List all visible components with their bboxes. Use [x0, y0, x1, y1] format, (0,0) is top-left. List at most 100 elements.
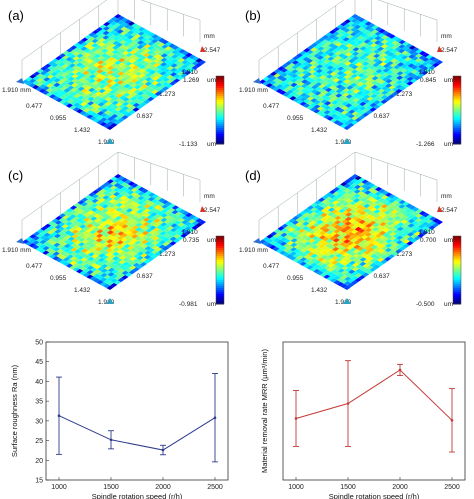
- surface-cell: [340, 119, 348, 124]
- surface-cell: [340, 21, 348, 27]
- surface-cell: [76, 264, 84, 269]
- front-axis-tick-label: 1.910: [335, 139, 352, 146]
- surface-cell: [376, 262, 384, 267]
- surface-cell: [352, 211, 360, 216]
- surface-cell: [306, 100, 314, 106]
- surface-cell: [165, 41, 173, 47]
- surface-cell: [36, 228, 44, 234]
- surface-cell: [140, 202, 148, 207]
- surface-cell: [320, 48, 328, 53]
- surface-cell: [336, 24, 344, 29]
- surface-cell: [331, 44, 339, 50]
- surface-cell: [92, 29, 100, 35]
- surface-cell: [339, 81, 347, 87]
- surface-cell: [411, 60, 419, 66]
- colorbar-band: [453, 98, 461, 101]
- surface-cell: [294, 80, 302, 85]
- surface-cell: [290, 78, 298, 83]
- surface-cell: [151, 245, 159, 250]
- surface-cell: [106, 192, 114, 198]
- surface-cell: [174, 220, 182, 226]
- surface-cell: [88, 36, 96, 42]
- surface-cell: [312, 62, 320, 67]
- surface-cell: [320, 217, 328, 222]
- surface-cell: [154, 247, 162, 252]
- surface-cell: [364, 76, 372, 82]
- surface-cell: [347, 181, 355, 186]
- surface-cell: [346, 249, 354, 255]
- surface-cell: [338, 213, 346, 218]
- surface-cell: [363, 94, 371, 100]
- surface-cell: [89, 276, 97, 281]
- surface-cell: [171, 214, 179, 219]
- surface-cell: [373, 53, 381, 59]
- surface-cell: [154, 87, 162, 92]
- colorbar-band: [453, 280, 461, 283]
- surface-cell: [406, 81, 414, 86]
- surface-cell: [130, 192, 138, 197]
- surface-cell: [422, 217, 430, 222]
- surface-cell: [49, 89, 57, 95]
- colorbar-band: [216, 292, 224, 295]
- surface-cell: [80, 210, 88, 216]
- surface-cell: [366, 214, 374, 219]
- surface-cell: [93, 113, 101, 119]
- surface-cell: [304, 85, 312, 90]
- colorbar-band: [453, 272, 461, 275]
- surface-cell: [68, 232, 76, 237]
- surface-cell: [62, 59, 70, 64]
- surface-cell: [386, 65, 394, 70]
- surface-cell: [162, 77, 170, 82]
- surface-cell: [415, 213, 423, 218]
- surface-cell: [46, 83, 54, 88]
- surface-cell: [344, 221, 352, 226]
- surface-cell: [358, 68, 366, 74]
- surface-cell: [395, 202, 403, 207]
- surface-cell: [339, 186, 347, 191]
- surface-cell: [351, 120, 359, 125]
- surface-cell: [124, 184, 132, 189]
- surface-cell: [63, 252, 71, 258]
- surface-cell: [366, 210, 374, 215]
- series-line: [58, 415, 216, 451]
- surface-cell: [70, 45, 78, 50]
- surface-cell: [127, 81, 135, 86]
- surface-cell: [356, 204, 364, 209]
- surface-cell: [361, 24, 369, 29]
- front-axis-tick-label: 1.910: [98, 299, 115, 306]
- surface-cell: [89, 229, 97, 235]
- surface-cell: [154, 209, 162, 214]
- surface-plot-d: 0.4770.9551.4321.9100.6371.2731.9102.547…: [239, 151, 462, 308]
- surface-cell: [350, 191, 358, 197]
- colorbar-band: [216, 294, 224, 297]
- surface-cell: [343, 125, 351, 130]
- surface-cell: [69, 100, 77, 106]
- surface-cell: [105, 37, 113, 42]
- surface-cell: [77, 95, 85, 100]
- surface-cell: [115, 202, 123, 208]
- surface-cell: [361, 184, 369, 189]
- surface-cell: [362, 272, 370, 277]
- surface-cell: [365, 269, 373, 275]
- surface-cell: [181, 55, 189, 60]
- surface-cell: [120, 26, 128, 32]
- surface-cell: [121, 270, 129, 276]
- surface-cell: [107, 61, 115, 66]
- surface-cell: [335, 46, 343, 52]
- surface-cell: [360, 37, 368, 42]
- surface-cell: [125, 108, 133, 113]
- surface-cell: [115, 42, 123, 48]
- surface-cell: [338, 44, 346, 49]
- surface-cell: [371, 25, 379, 30]
- surface-cell: [259, 239, 267, 244]
- surface-cell: [389, 71, 397, 77]
- colorbar-band: [453, 124, 461, 127]
- surface-cell: [290, 238, 298, 243]
- surface-cell: [363, 250, 371, 255]
- surface-cell: [353, 38, 361, 43]
- surface-cell: [74, 80, 82, 85]
- surface-cell: [73, 93, 81, 99]
- surface-cell: [88, 192, 96, 197]
- surface-cell: [158, 38, 166, 43]
- surface-cell: [82, 272, 90, 278]
